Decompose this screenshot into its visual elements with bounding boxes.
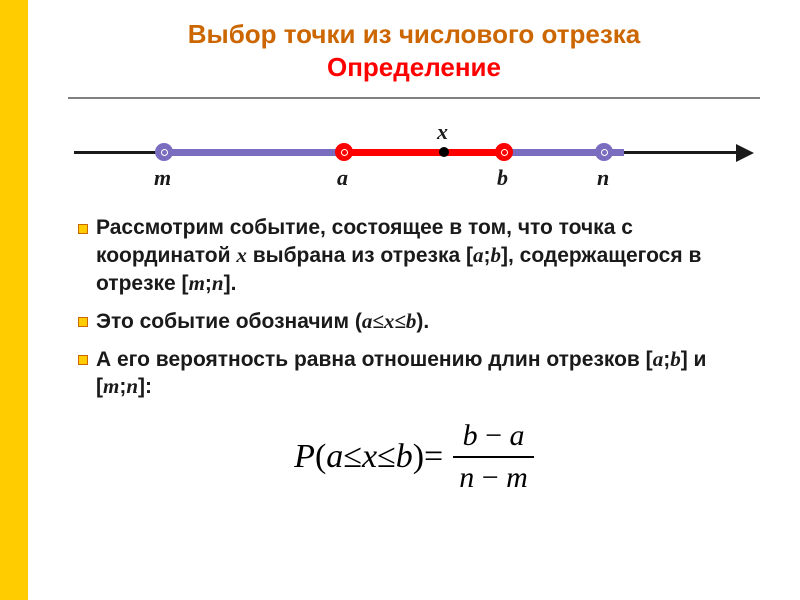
probability-formula: P(a ≤ x ≤ b) = b − a n − m (68, 419, 760, 495)
point-n (595, 143, 613, 161)
f-P: P (294, 438, 315, 476)
point-b-ring (501, 149, 508, 156)
num-r: a (509, 419, 524, 452)
point-m (155, 143, 173, 161)
b3-n: n (126, 374, 138, 398)
title-line-1: Выбор точки из числового отрезка (68, 18, 760, 51)
slide-title: Выбор точки из числового отрезка Определ… (68, 18, 760, 83)
bullet-list: Рассмотрим событие, состоящее в том, что… (68, 215, 760, 401)
label-b: b (497, 165, 508, 191)
f-a: a (326, 438, 343, 476)
bullet-1: Рассмотрим событие, состоящее в том, что… (78, 215, 760, 298)
fraction: b − a n − m (453, 419, 534, 495)
b1-n: n (212, 271, 224, 295)
den-l: n (459, 461, 474, 494)
title-line-2: Определение (68, 51, 760, 84)
accent-sidebar (0, 0, 28, 600)
f-lpar: ( (315, 438, 326, 476)
b3-b: b (670, 347, 681, 371)
f-le1: ≤ (343, 438, 362, 476)
number-line-diagram: x m a b n (74, 117, 754, 197)
b1-m: m (189, 271, 205, 295)
point-x (439, 147, 449, 157)
num-op: − (478, 419, 510, 452)
b3-m: m (103, 374, 119, 398)
b1-b: b (490, 243, 501, 267)
label-n: n (597, 165, 609, 191)
point-m-ring (161, 149, 168, 156)
label-a: a (337, 165, 348, 191)
den-op: − (474, 461, 506, 494)
b2-t2: ). (416, 310, 429, 333)
formula-inner: P(a ≤ x ≤ b) = b − a n − m (294, 419, 534, 495)
b1-x: x (236, 243, 247, 267)
axis-arrowhead (736, 144, 754, 162)
b1-s2: ; (205, 272, 212, 295)
b2-expr: a≤x≤b (362, 309, 417, 333)
num-l: b (463, 419, 478, 452)
title-divider (68, 97, 760, 99)
numerator: b − a (457, 419, 531, 456)
point-b (495, 143, 513, 161)
b3-t1: А его вероятность равна отношению длин о… (96, 348, 653, 371)
point-a (335, 143, 353, 161)
denominator: n − m (453, 456, 534, 495)
bullet-2: Это событие обозначим (a≤x≤b). (78, 308, 760, 336)
f-le2: ≤ (377, 438, 396, 476)
point-a-ring (341, 149, 348, 156)
b1-a: a (473, 243, 484, 267)
f-b: b (396, 438, 413, 476)
b1-t2: выбрана из отрезка [ (247, 244, 473, 267)
den-r: m (506, 461, 528, 494)
label-m: m (154, 165, 171, 191)
f-rpar: ) (413, 438, 424, 476)
b2-t1: Это событие обозначим ( (96, 310, 362, 333)
point-n-ring (601, 149, 608, 156)
bullet-3: А его вероятность равна отношению длин о… (78, 346, 760, 402)
b3-a: a (653, 347, 664, 371)
label-x: x (437, 119, 448, 145)
slide-content: Выбор точки из числового отрезка Определ… (28, 0, 800, 495)
b3-t3: ]: (138, 375, 152, 398)
b1-t4: ]. (224, 272, 237, 295)
segment-ab (344, 149, 504, 156)
f-x: x (362, 438, 377, 476)
f-eq: = (424, 438, 443, 476)
